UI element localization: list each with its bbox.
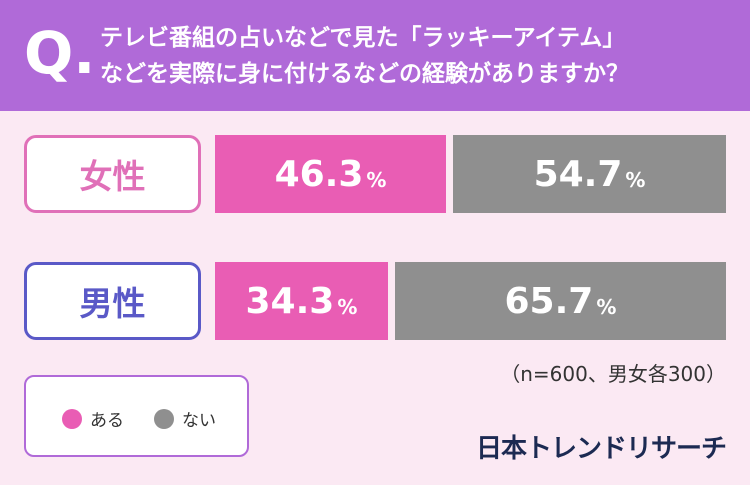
- category-label-1: 男性: [24, 262, 201, 340]
- bar-value-1-0: 34.3: [245, 280, 335, 322]
- bar-0-1: 54.7%: [453, 135, 726, 213]
- bar-1-1: 65.7%: [394, 262, 726, 340]
- bar-value-0-1: 54.7: [533, 153, 623, 195]
- question-header: Q. テレビ番組の占いなどで見た「ラッキーアイテム」 などを実際に身に付けるなど…: [0, 0, 750, 111]
- legend-swatch-no: [154, 408, 174, 429]
- bar-unit-0-0: %: [366, 168, 387, 192]
- bar-value-0-0: 46.3: [274, 153, 364, 195]
- bar-unit-1-1: %: [596, 295, 617, 319]
- legend: ある ない: [24, 375, 249, 457]
- legend-label-no: ない: [182, 411, 216, 431]
- legend-label-yes: ある: [90, 411, 124, 431]
- bar-track-0: 46.3% 54.7%: [215, 135, 726, 213]
- legend-swatch-yes: [62, 408, 82, 429]
- brand-logo: 日本トレンドリサーチ: [475, 434, 727, 464]
- category-label-0: 女性: [24, 135, 201, 213]
- bar-unit-0-1: %: [625, 168, 646, 192]
- legend-item-no: ない: [154, 406, 216, 431]
- bar-0-0: 46.3%: [215, 135, 447, 213]
- bar-unit-1-0: %: [337, 295, 358, 319]
- bar-value-1-1: 65.7: [504, 280, 594, 322]
- question-mark: Q.: [24, 19, 96, 87]
- legend-item-yes: ある: [62, 406, 124, 431]
- question-line-2: などを実際に身に付けるなどの経験がありますか？: [100, 61, 629, 87]
- sample-note: （n=600、男女各300）: [500, 362, 726, 386]
- bar-track-1: 34.3% 65.7%: [215, 262, 726, 340]
- bar-1-0: 34.3%: [215, 262, 388, 340]
- question-line-1: テレビ番組の占いなどで見た「ラッキーアイテム」: [100, 25, 626, 51]
